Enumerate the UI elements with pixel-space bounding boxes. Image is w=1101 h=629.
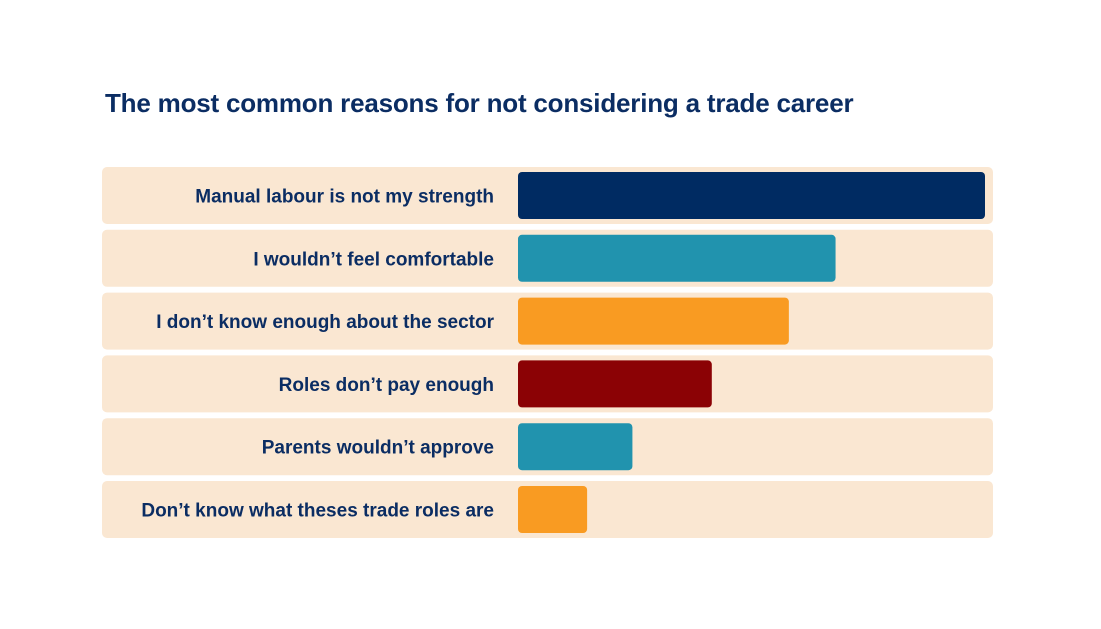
chart-title: The most common reasons for not consider…	[105, 88, 854, 118]
bar	[518, 297, 789, 345]
bar	[518, 360, 712, 408]
bar	[518, 423, 633, 471]
bar	[518, 486, 588, 533]
category-label: I wouldn’t feel comfortable	[253, 249, 494, 270]
category-label: Don’t know what theses trade roles are	[141, 501, 494, 522]
category-label: Roles don’t pay enough	[279, 375, 494, 396]
category-label: Parents wouldn’t approve	[262, 438, 494, 459]
bar	[518, 234, 836, 282]
bar	[518, 172, 985, 219]
category-label: Manual labour is not my strength	[195, 187, 494, 208]
category-label: I don’t know enough about the sector	[156, 312, 494, 333]
